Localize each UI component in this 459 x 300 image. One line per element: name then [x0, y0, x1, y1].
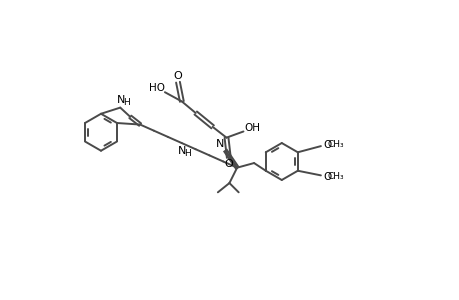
Text: O: O	[323, 140, 331, 150]
Text: CH₃: CH₃	[327, 140, 344, 149]
Text: O: O	[224, 159, 233, 169]
Text: N: N	[117, 95, 125, 105]
Text: O: O	[323, 172, 331, 182]
Text: H: H	[184, 149, 191, 158]
Text: HO: HO	[149, 83, 165, 93]
Text: N: N	[216, 139, 224, 149]
Text: O: O	[173, 71, 182, 81]
Text: OH: OH	[243, 123, 259, 134]
Text: CH₃: CH₃	[327, 172, 344, 182]
Text: H: H	[123, 98, 129, 107]
Text: N: N	[178, 146, 186, 156]
